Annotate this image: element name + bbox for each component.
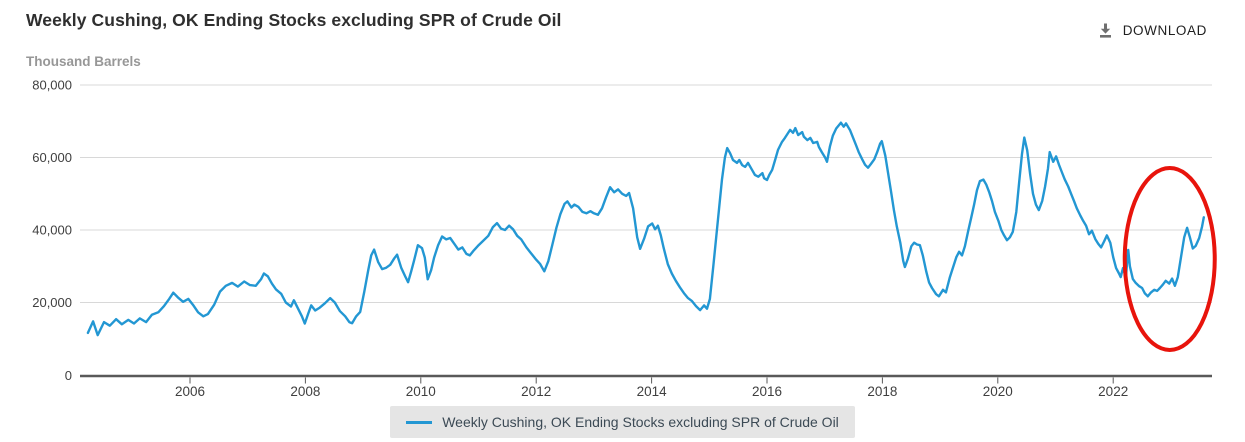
x-axis: 2006 2008 2010 2012 2014 2016 2018 2020 2022 xyxy=(175,377,1128,399)
series-group xyxy=(86,121,1205,337)
legend-line-swatch xyxy=(406,420,433,424)
y-tick-label: 60,000 xyxy=(32,150,72,165)
download-icon xyxy=(1099,23,1111,38)
x-tick-label: 2022 xyxy=(1098,384,1128,399)
y-tick-label: 40,000 xyxy=(32,223,72,238)
axis-units-label: Thousand Barrels xyxy=(26,54,141,69)
x-tick-label: 2016 xyxy=(752,384,782,399)
annotation-ellipse xyxy=(1122,166,1217,352)
download-label: DOWNLOAD xyxy=(1122,23,1207,38)
series-line xyxy=(86,121,1205,337)
x-tick-label: 2008 xyxy=(290,384,320,399)
x-tick-label: 2020 xyxy=(983,384,1013,399)
x-tick-label: 2014 xyxy=(637,384,668,399)
y-tick-label: 80,000 xyxy=(32,78,72,93)
download-button[interactable]: DOWNLOAD xyxy=(1097,22,1207,39)
legend-item[interactable]: Weekly Cushing, OK Ending Stocks excludi… xyxy=(390,406,855,438)
annotation-group xyxy=(1122,166,1217,352)
x-tick-label: 2018 xyxy=(867,384,897,399)
x-tick-label: 2010 xyxy=(406,384,436,399)
y-axis-labels: 0 20,000 40,000 60,000 80,000 xyxy=(32,78,72,384)
legend: Weekly Cushing, OK Ending Stocks excludi… xyxy=(0,406,1245,438)
x-tick-label: 2012 xyxy=(521,384,551,399)
x-tick-label: 2006 xyxy=(175,384,205,399)
legend-label: Weekly Cushing, OK Ending Stocks excludi… xyxy=(442,414,839,430)
y-tick-label: 20,000 xyxy=(32,295,72,310)
page-title: Weekly Cushing, OK Ending Stocks excludi… xyxy=(26,10,562,30)
y-tick-label: 0 xyxy=(65,368,72,383)
